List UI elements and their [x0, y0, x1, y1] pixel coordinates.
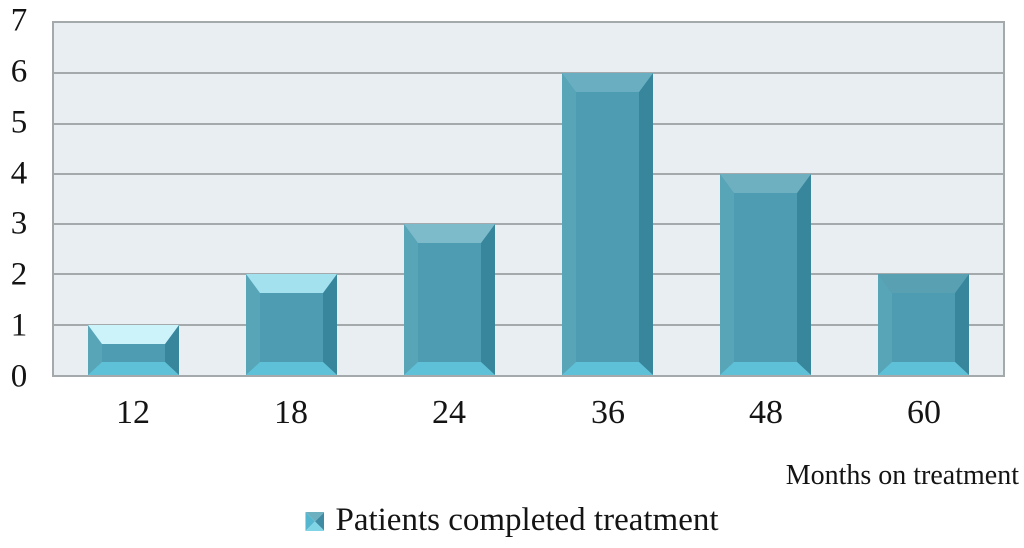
x-tick-label: 12	[116, 394, 150, 431]
bar-bev-left	[246, 274, 260, 375]
gridline	[54, 72, 1003, 75]
y-tick-label: 0	[10, 358, 28, 395]
y-tick-label: 3	[10, 205, 28, 242]
bar-bev-top	[878, 274, 969, 293]
y-tick-label: 5	[10, 104, 28, 141]
y-tick-label: 1	[10, 307, 28, 344]
bar-bev-right	[481, 224, 495, 375]
gridline	[54, 172, 1003, 175]
bar-bev-right	[639, 73, 653, 375]
bar-bev-bottom	[246, 362, 337, 375]
bar-24	[404, 224, 495, 375]
bar-bev-left	[562, 73, 576, 375]
x-tick-label: 48	[749, 394, 783, 431]
legend-marker-facet	[305, 512, 325, 522]
bar-bev-bottom	[720, 362, 811, 375]
legend-marker-facet	[305, 521, 325, 531]
bar-18	[246, 274, 337, 375]
bar-bev-right	[955, 274, 969, 375]
x-tick-label: 24	[432, 394, 466, 431]
bar-bev-right	[323, 274, 337, 375]
y-tick-label: 7	[10, 2, 28, 39]
bar-12	[88, 325, 179, 375]
legend: Patients completed treatment	[0, 502, 1024, 538]
gridline	[54, 273, 1003, 276]
bar-36	[562, 73, 653, 375]
bar-face	[562, 73, 653, 375]
bar-bev-left	[878, 274, 892, 375]
bar-face	[720, 174, 811, 375]
x-axis-title: Months on treatment	[785, 460, 1019, 491]
bar-bev-top	[88, 325, 179, 344]
bar-48	[720, 174, 811, 375]
gridline	[54, 323, 1003, 326]
legend-marker-icon	[305, 512, 325, 531]
bar-bev-right	[797, 174, 811, 375]
y-tick-label: 2	[10, 256, 28, 293]
bar-face	[404, 224, 495, 375]
bar-bev-left	[720, 174, 734, 375]
bar-bev-bottom	[878, 362, 969, 375]
y-tick-label: 6	[10, 53, 28, 90]
legend-marker-facet	[305, 512, 315, 531]
bar-bev-top	[404, 224, 495, 243]
legend-label: Patients completed treatment	[335, 502, 719, 538]
x-tick-label: 60	[907, 394, 941, 431]
bar-bev-left	[404, 224, 418, 375]
y-tick-label: 4	[10, 155, 28, 192]
legend-marker-facet	[314, 512, 325, 531]
bar-bev-bottom	[88, 362, 179, 375]
bar-bev-top	[720, 174, 811, 193]
plot-area	[52, 21, 1005, 377]
x-tick-label: 18	[274, 394, 308, 431]
gridline	[54, 223, 1003, 226]
bar-bev-bottom	[404, 362, 495, 375]
gridline	[54, 122, 1003, 125]
bar-bev-bottom	[562, 362, 653, 375]
x-tick-label: 36	[591, 394, 625, 431]
bar-60	[878, 274, 969, 375]
bar-bev-top	[562, 73, 653, 92]
bar-bev-top	[246, 274, 337, 293]
